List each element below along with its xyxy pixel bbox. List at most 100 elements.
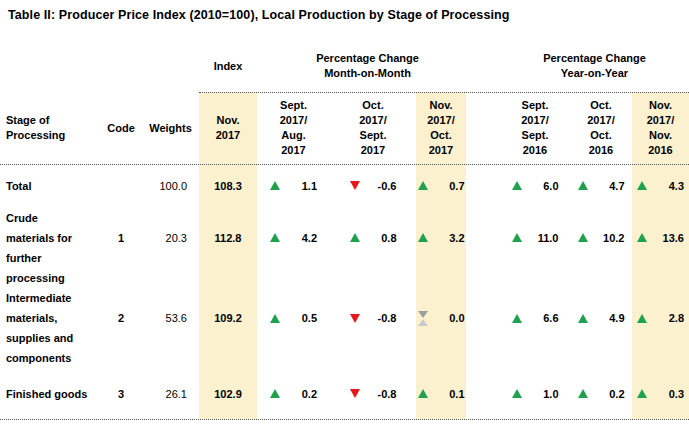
ppi-table: Index Percentage Change Month-on-Month P… [0, 40, 689, 433]
up-triangle-icon [418, 181, 428, 190]
col-header-mom-oct-sept: Oct. 2017/ Sept. 2017 [330, 92, 416, 164]
row-spacer-cell [466, 197, 500, 278]
header-body-divider [0, 164, 689, 165]
change-number: 1.0 [543, 388, 558, 400]
change-number: 4.9 [609, 312, 624, 324]
yoy-change-cell-2: 0.3 [632, 368, 689, 419]
change-value: 4.2 [270, 232, 317, 244]
change-value: 0.7 [418, 180, 465, 192]
up-triangle-icon [578, 314, 588, 323]
change-value: -0.6 [350, 180, 397, 192]
up-triangle-icon [637, 181, 647, 190]
change-number: 11.0 [538, 232, 559, 244]
change-number: 0.0 [449, 312, 464, 324]
change-value: 0.1 [418, 388, 465, 400]
change-value: 1.0 [512, 388, 559, 400]
row-spacer-cell [466, 278, 500, 358]
group-header-year-on-year: Percentage Change Year-on-Year [500, 40, 689, 92]
up-triangle-icon [512, 389, 522, 398]
change-number: 4.7 [609, 180, 624, 192]
yoy-change-cell-0: 6.6 [500, 278, 570, 358]
up-triangle-icon [578, 233, 588, 242]
table-row: Intermediate materials, supplies and com… [0, 288, 689, 368]
col-header-mom-nov-oct: Nov. 2017/ Oct. 2017 [416, 92, 466, 164]
up-triangle-icon [578, 181, 588, 190]
weights-cell: 53.6 [142, 278, 199, 358]
change-value: 3.2 [418, 232, 465, 244]
group-header-row: Index Percentage Change Month-on-Month P… [0, 40, 689, 92]
change-number: 4.3 [669, 180, 684, 192]
col-header-yoy-oct-oct: Oct. 2017/ Oct. 2016 [570, 92, 632, 164]
no-change-icon [418, 311, 428, 326]
up-triangle-icon [512, 181, 522, 190]
index-value-cell: 102.9 [199, 368, 257, 419]
change-value: 6.0 [512, 180, 559, 192]
group-header-spacer [466, 40, 500, 92]
mom-change-cell-2: 0.0 [416, 278, 466, 358]
col-header-weights: Weights [142, 92, 199, 164]
up-triangle-icon [350, 233, 360, 242]
code-cell: 2 [100, 278, 142, 358]
down-triangle-icon [350, 314, 360, 323]
table-bottom-divider [0, 419, 689, 420]
up-triangle-icon [270, 389, 280, 398]
up-triangle-icon [270, 314, 280, 323]
table-row: Finished goods326.1102.90.2-0.80.11.00.2… [0, 368, 689, 419]
change-value: 2.8 [637, 312, 684, 324]
change-number: 3.2 [449, 232, 464, 244]
group-header-index: Index [199, 40, 257, 92]
change-number: 2.8 [669, 312, 684, 324]
change-value: 0.0 [418, 311, 465, 326]
change-number: 1.1 [302, 180, 317, 192]
change-number: 6.6 [543, 312, 558, 324]
change-number: 0.2 [302, 388, 317, 400]
change-value: 4.7 [578, 180, 625, 192]
no-change-bottom-triangle [418, 319, 428, 326]
mom-change-cell-0: 4.2 [257, 197, 330, 278]
change-value: 0.3 [637, 388, 684, 400]
col-header-stage-of-processing: Stage of Processing [0, 92, 100, 164]
up-triangle-icon [637, 314, 647, 323]
change-value: -0.8 [350, 312, 397, 324]
change-number: 0.2 [609, 388, 624, 400]
no-change-top-triangle [418, 311, 428, 318]
weights-cell: 20.3 [142, 197, 199, 278]
change-value: 4.3 [637, 180, 684, 192]
change-value: 13.6 [637, 232, 684, 244]
change-number: 10.2 [603, 232, 624, 244]
column-header-row: Stage of Processing Code Weights Nov. 20… [0, 92, 689, 164]
col-header-yoy-nov-nov: Nov. 2017/ Nov. 2016 [632, 92, 689, 164]
yoy-change-cell-1: 4.9 [570, 278, 632, 358]
change-value: 1.1 [270, 180, 317, 192]
change-number: 0.3 [669, 388, 684, 400]
mom-change-cell-2: 3.2 [416, 197, 466, 278]
code-cell: 3 [100, 368, 142, 419]
change-number: 0.7 [449, 180, 464, 192]
up-triangle-icon [512, 314, 522, 323]
change-number: 4.2 [302, 232, 317, 244]
change-value: 6.6 [512, 312, 559, 324]
index-value-cell: 112.8 [199, 197, 257, 278]
ppi-table-page: Table II: Producer Price Index (2010=100… [0, 0, 689, 433]
mom-change-cell-1: 0.8 [330, 197, 416, 278]
change-number: -0.6 [378, 180, 397, 192]
down-triangle-icon [350, 181, 360, 190]
group-header-month-on-month: Percentage Change Month-on-Month [257, 40, 466, 92]
change-number: 0.5 [302, 312, 317, 324]
yoy-change-cell-1: 10.2 [570, 197, 632, 278]
up-triangle-icon [418, 389, 428, 398]
change-value: 10.2 [578, 232, 625, 244]
up-triangle-icon [578, 389, 588, 398]
mom-change-cell-0: 0.2 [257, 368, 330, 419]
up-triangle-icon [418, 233, 428, 242]
yoy-change-cell-1: 0.2 [570, 368, 632, 419]
stage-of-processing-cell: Total [0, 164, 100, 207]
change-value: -0.8 [350, 388, 397, 400]
index-value-cell: 109.2 [199, 278, 257, 358]
yoy-change-cell-0: 1.0 [500, 368, 570, 419]
row-spacer-cell [466, 368, 500, 419]
weights-cell: 26.1 [142, 368, 199, 419]
mom-change-cell-1: -0.8 [330, 368, 416, 419]
table-row: Crude materials for further processing12… [0, 207, 689, 288]
code-cell: 1 [100, 197, 142, 278]
